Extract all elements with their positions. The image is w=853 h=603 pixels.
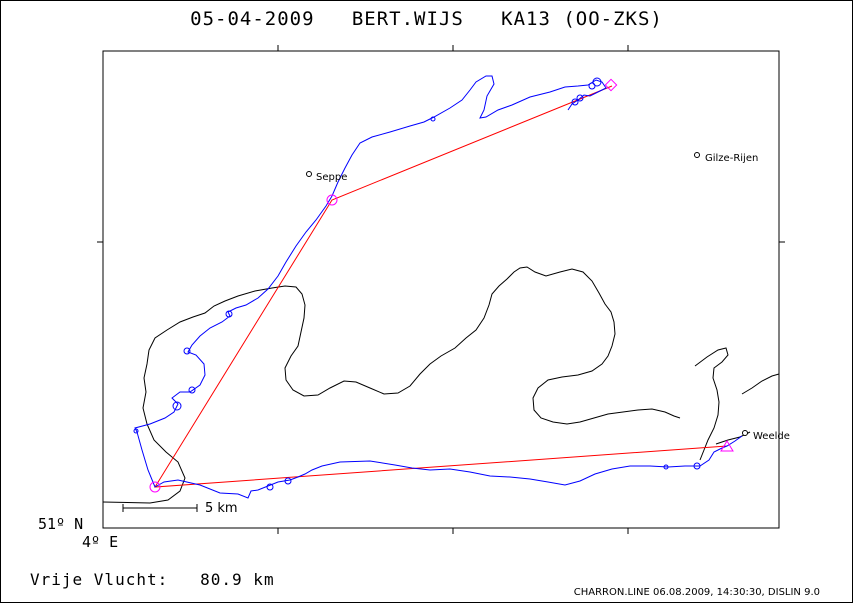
- thermal-circles: [133, 77, 701, 491]
- summary-distance: 80.9 km: [200, 570, 275, 589]
- task-line: [154, 85, 728, 488]
- axis-ticks: [97, 45, 785, 534]
- flight-track: [154, 435, 743, 499]
- longitude-label: 4º E: [82, 533, 119, 551]
- border-line-east: [694, 347, 780, 461]
- place-marker-gilze-rijen: [694, 152, 700, 158]
- flight-track-climb: [134, 75, 607, 488]
- turnpoint-triangle: [720, 440, 734, 452]
- turnpoints: [149, 78, 734, 493]
- flight-summary: Vrije Vlucht: 80.9 km: [30, 570, 275, 589]
- border-line-west: [102, 266, 681, 504]
- footer-credits: CHARRON.LINE 06.08.2009, 14:30:30, DISLI…: [573, 587, 820, 598]
- flight-title: 05-04-2009 BERT.WIJS KA13 (OO-ZKS): [0, 8, 853, 30]
- latitude-label: 51º N: [38, 515, 84, 533]
- place-markers: [306, 152, 748, 436]
- glider-id: KA13 (OO-ZKS): [501, 8, 663, 30]
- scale-bar: [122, 504, 198, 512]
- flight-date: 05-04-2009: [190, 8, 315, 30]
- start-circle: [149, 481, 161, 493]
- place-label-weelde: Weelde: [753, 431, 790, 442]
- turnpoint-diamond: [604, 78, 618, 92]
- summary-label: Vrije Vlucht:: [30, 570, 169, 589]
- turnpoint-circle: [326, 194, 338, 206]
- place-marker-weelde: [742, 430, 748, 436]
- place-marker-seppe: [306, 171, 312, 177]
- map-border: [102, 50, 780, 529]
- place-label-gilze-rijen: Gilze-Rijen: [705, 153, 759, 164]
- pilot-name: BERT.WIJS: [351, 8, 464, 30]
- scale-label: 5 km: [205, 501, 238, 516]
- place-label-seppe: Seppe: [316, 172, 348, 183]
